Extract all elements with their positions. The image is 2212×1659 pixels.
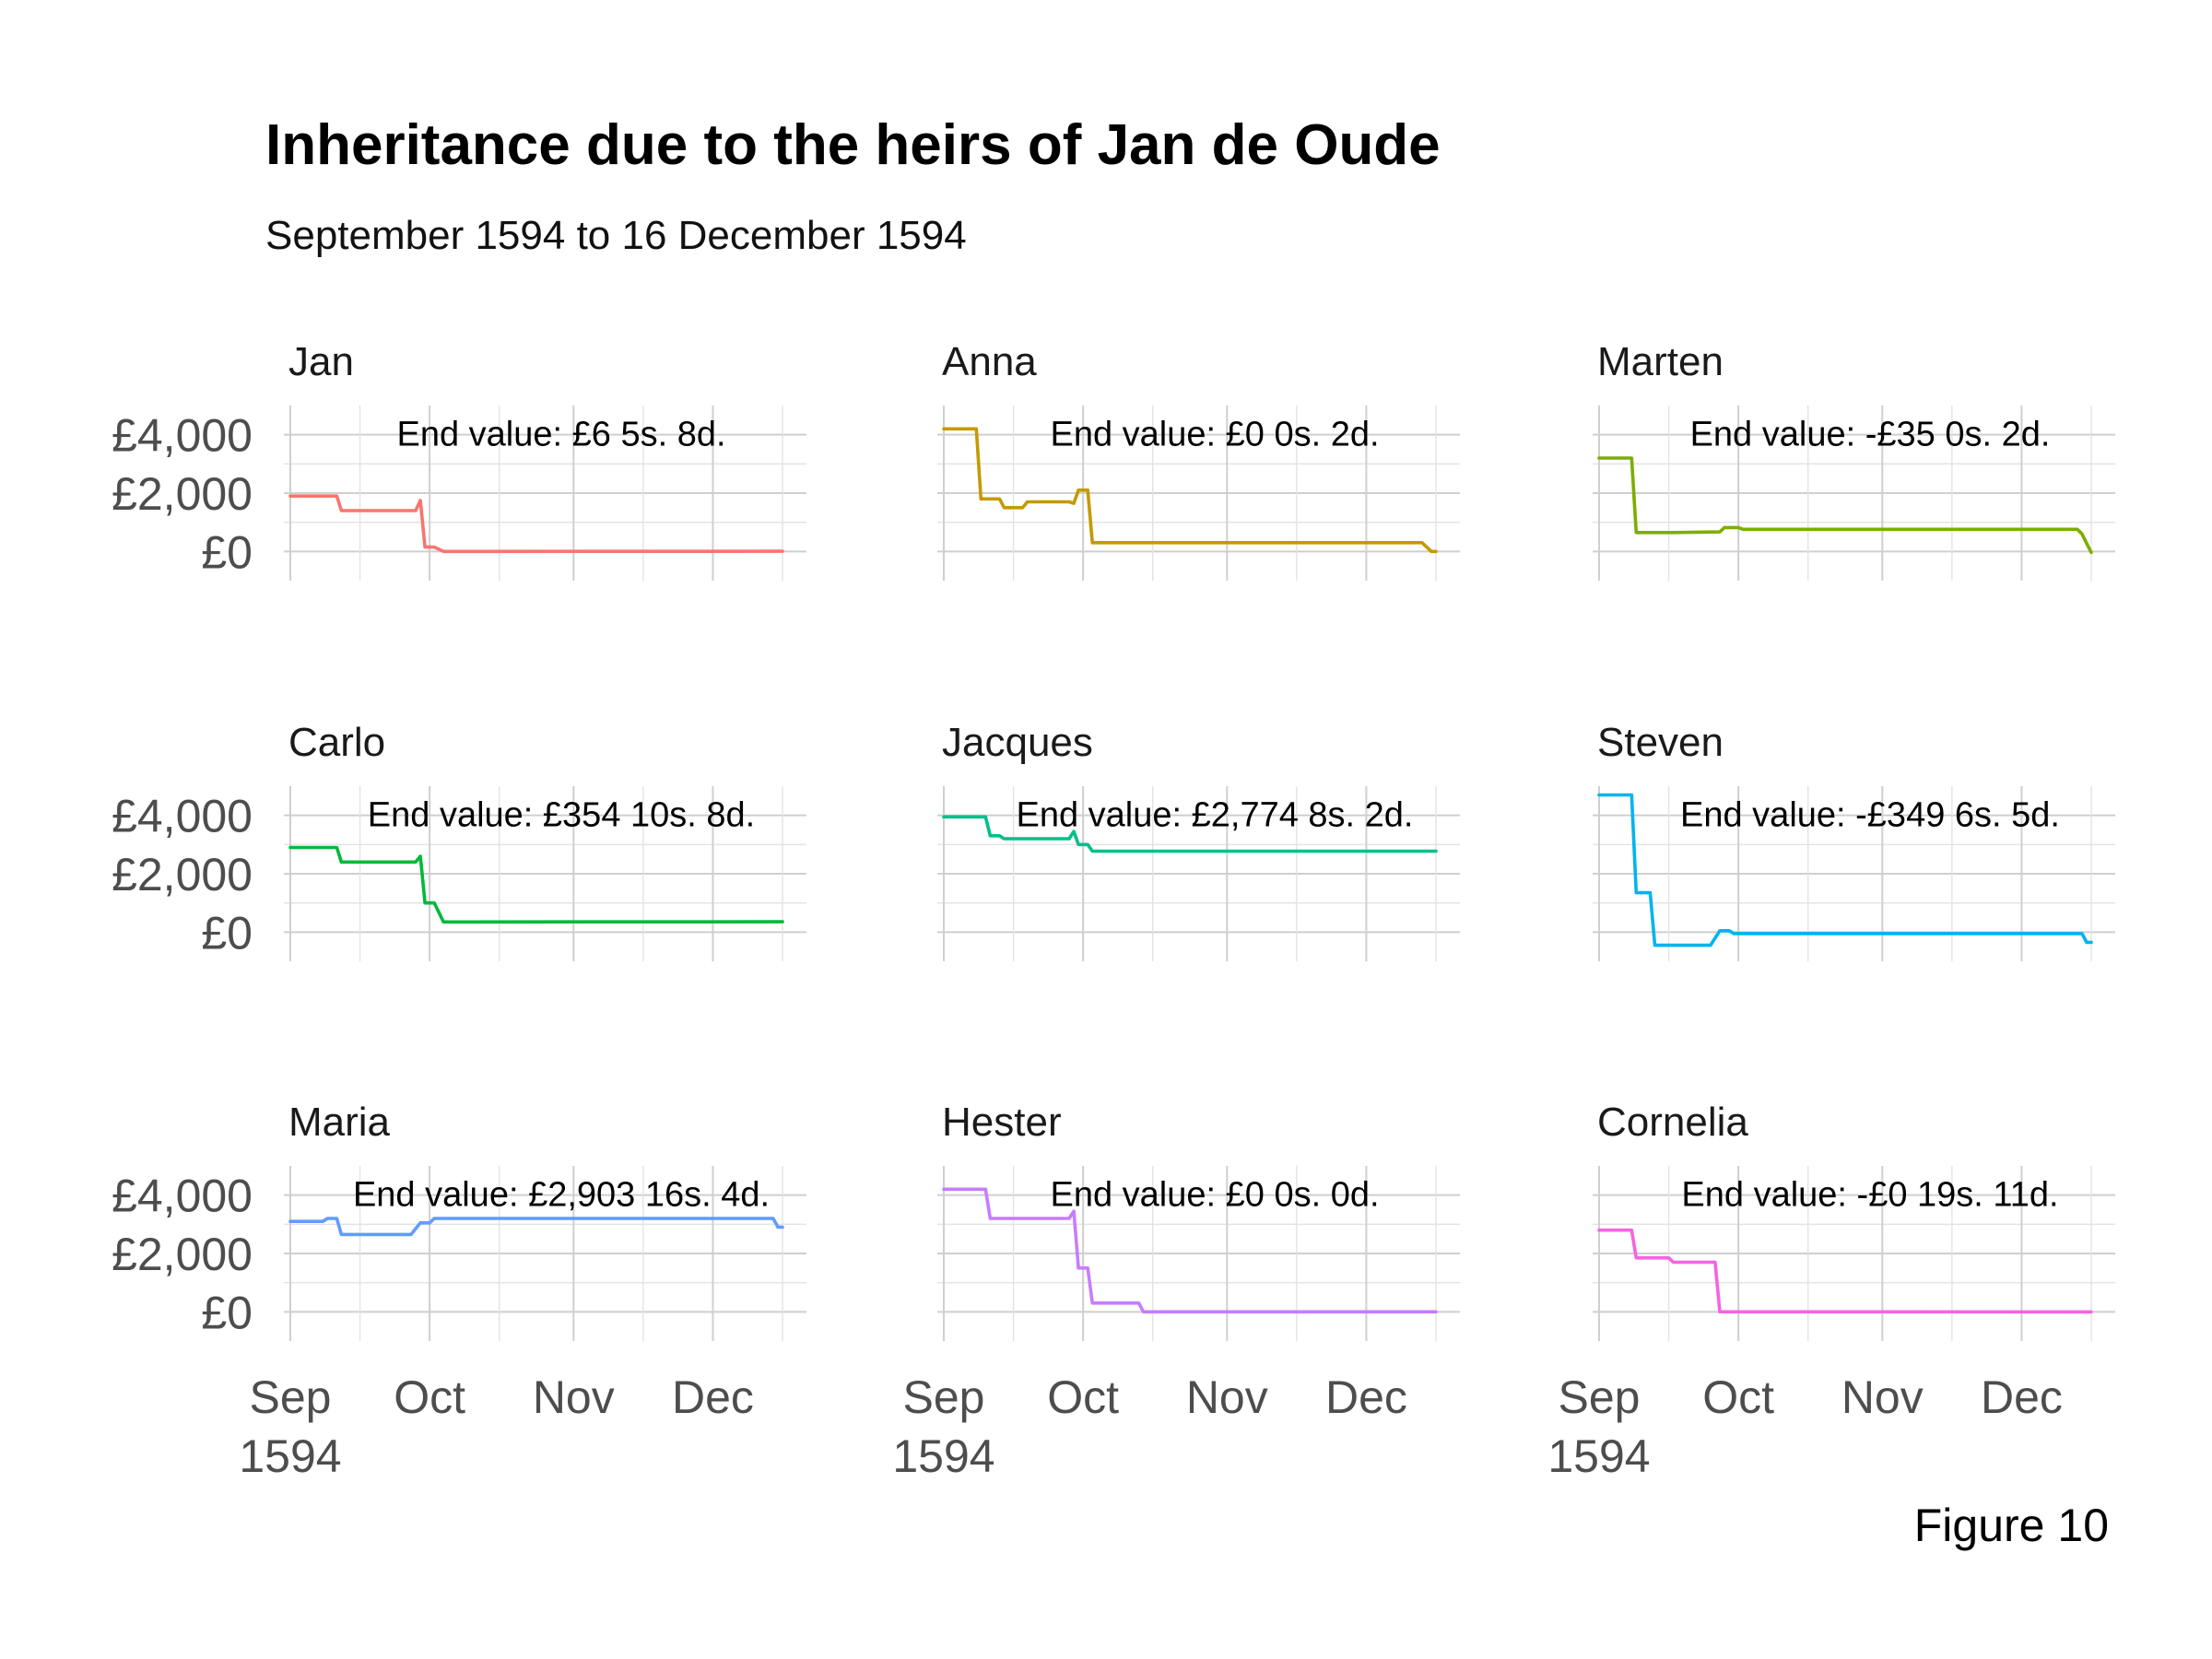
panel-jan: Jan £0 £2,000 £4,000 End value: £6 5s. 8d. [112, 339, 806, 581]
series-line-jacques [942, 815, 1438, 853]
end-value-annotation-steven: End value: -£349 6s. 5d. [1680, 796, 2060, 835]
facet-label-steven: Steven [1597, 720, 1724, 765]
x-tick-label: Dec [1981, 1371, 2063, 1423]
x-tick-label: Sep [1559, 1371, 1641, 1423]
panel-maria: Maria £0 £2,000 £4,000 Sep 1594 Oct Nov Dec End v… [112, 1100, 806, 1482]
panel-cornelia: Cornelia Sep 1594 Oct Nov Dec End value: -£0 1… [1547, 1100, 2115, 1482]
end-value-annotation-marten: End value: -£35 0s. 2d. [1690, 416, 2051, 454]
panel-hester: Hester Sep 1594 Oct Nov Dec End value: £0 0s. … [892, 1100, 1460, 1482]
x-tick-label: Nov [1186, 1371, 1268, 1423]
x-tick-label: Nov [1841, 1371, 1924, 1423]
series-line-carlo [288, 845, 784, 924]
series-line-steven [1597, 793, 2093, 947]
y-tick-label: £0 [201, 526, 253, 578]
facet-label-maria: Maria [288, 1100, 391, 1145]
panel-jacques: Jacques End value: £2,774 8s. 2d. [937, 720, 1460, 961]
facet-label-jan: Jan [288, 339, 354, 384]
chart-title: Inheritance due to the heirs of Jan de O… [265, 113, 1441, 177]
x-tick-label: Sep [250, 1371, 332, 1423]
facet-panels: Jan £0 £2,000 £4,000 End value: £6 5s. 8d. An… [112, 339, 2115, 1482]
x-tick-sublabel: 1594 [1547, 1430, 1650, 1482]
panel-steven: Steven End value: -£349 6s. 5d. [1593, 720, 2115, 961]
x-tick-label: Oct [1047, 1371, 1119, 1423]
figure-caption: Figure 10 [1914, 1500, 2109, 1551]
x-tick-label: Dec [672, 1371, 754, 1423]
facet-label-anna: Anna [942, 339, 1037, 384]
end-value-annotation-anna: End value: £0 0s. 2d. [1050, 416, 1379, 454]
end-value-annotation-cornelia: End value: -£0 19s. 11d. [1681, 1176, 2058, 1215]
series-line-cornelia [1597, 1228, 2093, 1314]
facet-label-hester: Hester [942, 1100, 1062, 1145]
x-tick-label: Nov [533, 1371, 615, 1423]
series-line-anna [942, 427, 1438, 554]
end-value-annotation-jan: End value: £6 5s. 8d. [396, 416, 725, 454]
panel-anna: Anna End value: £0 0s. 2d. [937, 339, 1460, 581]
y-tick-label: £0 [201, 907, 253, 959]
series-line-maria [288, 1217, 784, 1237]
panel-carlo: Carlo £0 £2,000 £4,000 End value: £354 10s. … [112, 720, 806, 961]
y-tick-label: £4,000 [112, 791, 253, 842]
y-tick-label: £4,000 [112, 1171, 253, 1222]
x-tick-label: Sep [903, 1371, 985, 1423]
end-value-annotation-jacques: End value: £2,774 8s. 2d. [1017, 796, 1414, 835]
x-tick-sublabel: 1594 [239, 1430, 341, 1482]
end-value-annotation-hester: End value: £0 0s. 0d. [1050, 1176, 1379, 1215]
facet-label-cornelia: Cornelia [1597, 1100, 1748, 1145]
y-tick-label: £2,000 [112, 468, 253, 520]
chart-subtitle: September 1594 to 16 December 1594 [265, 213, 967, 258]
y-tick-label: £0 [201, 1287, 253, 1338]
series-line-hester [942, 1187, 1438, 1314]
end-value-annotation-carlo: End value: £354 10s. 8d. [368, 796, 755, 835]
x-tick-label: Oct [394, 1371, 465, 1423]
y-tick-label: £2,000 [112, 1229, 253, 1280]
series-line-jan [288, 494, 784, 554]
x-tick-label: Oct [1702, 1371, 1774, 1423]
x-tick-sublabel: 1594 [892, 1430, 994, 1482]
panel-marten: Marten End value: -£35 0s. 2d. [1593, 339, 2115, 581]
facet-label-jacques: Jacques [942, 720, 1093, 765]
facet-label-marten: Marten [1597, 339, 1724, 384]
series-line-marten [1597, 456, 2093, 555]
end-value-annotation-maria: End value: £2,903 16s. 4d. [353, 1176, 770, 1215]
y-tick-label: £4,000 [112, 410, 253, 462]
x-tick-label: Dec [1325, 1371, 1407, 1423]
y-tick-label: £2,000 [112, 849, 253, 900]
facet-label-carlo: Carlo [288, 720, 385, 765]
